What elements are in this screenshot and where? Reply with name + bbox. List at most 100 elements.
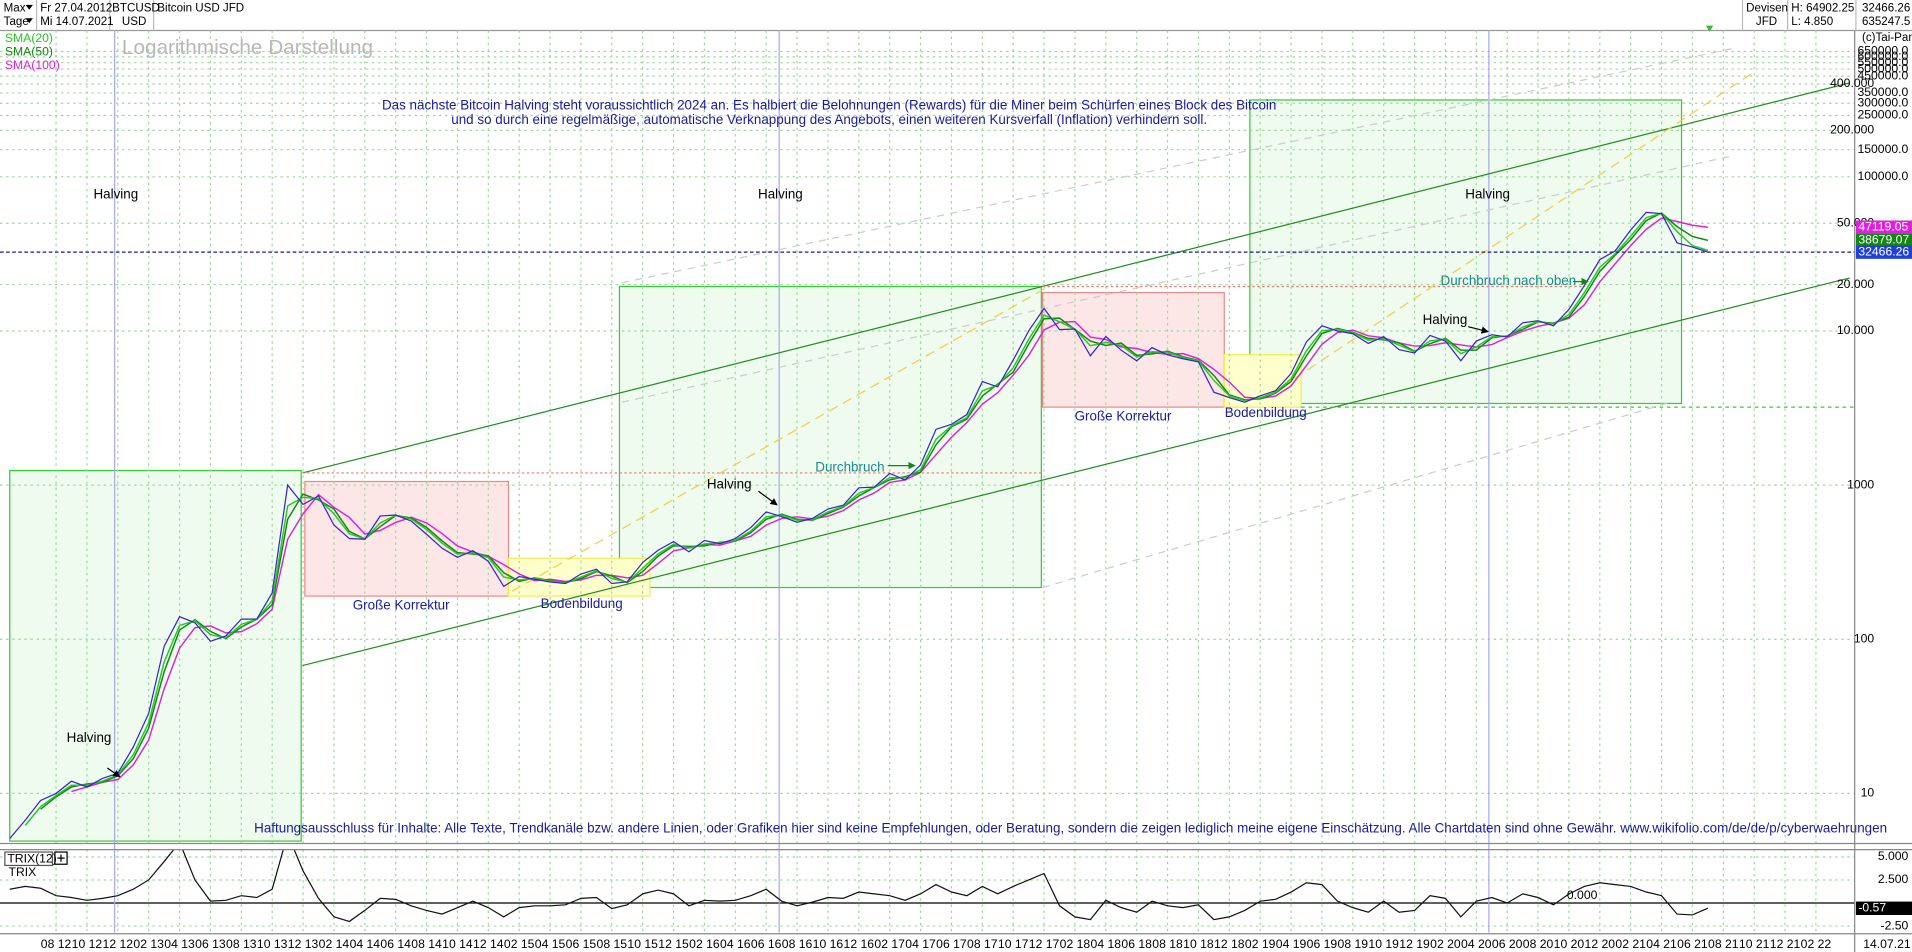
x-tick-label: 10 15 bbox=[627, 937, 658, 951]
last-price: 32466.26 bbox=[1862, 3, 1910, 15]
y-tick-label: 350000.0 bbox=[1857, 85, 1908, 99]
annotation: Bodenbildung bbox=[541, 596, 623, 611]
grey-trend bbox=[621, 48, 1732, 284]
trix-line bbox=[9, 849, 1709, 923]
yellow-trend bbox=[1267, 70, 1757, 397]
grid bbox=[0, 30, 1855, 844]
y-tick-label: 400.000 bbox=[1830, 76, 1874, 90]
trix-tick-label: 5.000 bbox=[1878, 849, 1909, 863]
x-tick-label: 06 17 bbox=[936, 937, 967, 951]
x-tick-label: 08 19 bbox=[1338, 937, 1369, 951]
dropdown-arrow[interactable] bbox=[25, 4, 33, 10]
trix-label: TRIX bbox=[9, 865, 37, 879]
x-tick-label: 10 13 bbox=[257, 937, 288, 951]
value-tag-bg bbox=[1855, 220, 1912, 234]
y-tick-label: 1000 bbox=[1847, 477, 1874, 491]
y-tick-label: 100 bbox=[1854, 631, 1875, 645]
annotation: Große Korrektur bbox=[353, 597, 450, 612]
arrow bbox=[1467, 326, 1489, 334]
x-tick-label: 10 20 bbox=[1554, 937, 1585, 951]
x-tick-label: 02 18 bbox=[1060, 937, 1091, 951]
end-date: Mi 14.07.2021 bbox=[40, 16, 113, 28]
x-tick-label: 10 21 bbox=[1739, 937, 1770, 951]
annotation: Halving bbox=[758, 187, 803, 202]
marker-triangle bbox=[1705, 25, 1714, 32]
x-tick-label: 12 14 bbox=[473, 937, 504, 951]
channel-upper bbox=[302, 82, 1850, 474]
x-tick-label: 10 17 bbox=[998, 937, 1029, 951]
annotation: Bodenbildung bbox=[1225, 405, 1307, 420]
grey-trend bbox=[1042, 401, 1671, 589]
disclaimer: Haftungsausschluss für Inhalte: Alle Tex… bbox=[254, 820, 1887, 835]
y-tick-label: 500000.0 bbox=[1857, 61, 1908, 75]
trix-legend: TRIX(12) bbox=[7, 852, 56, 866]
x-tick-label: 08 17 bbox=[967, 937, 998, 951]
arrow bbox=[106, 767, 121, 778]
value-tag: 38679.07 bbox=[1858, 233, 1909, 247]
y-tick-label: 450000.0 bbox=[1857, 68, 1908, 82]
x-tick-label: 04 18 bbox=[1091, 937, 1122, 951]
interval-dropdown[interactable]: Tage bbox=[4, 16, 29, 28]
x-tick-label: 12 15 bbox=[658, 937, 689, 951]
grey-trend bbox=[621, 155, 1732, 403]
x-tick-label: 04 20 bbox=[1461, 937, 1492, 951]
dropdown-arrow[interactable] bbox=[25, 18, 33, 24]
value-tag: 32466.26 bbox=[1858, 244, 1909, 258]
x-tick-label: 12 17 bbox=[1029, 937, 1060, 951]
x-tick-label: 12 13 bbox=[288, 937, 319, 951]
trix-tick-label: 2.500 bbox=[1878, 872, 1909, 886]
y-tick-label: 600000.0 bbox=[1857, 49, 1908, 63]
x-tick-label: 08 20 bbox=[1523, 937, 1554, 951]
y-tick-label: 200.000 bbox=[1830, 123, 1874, 137]
axis-date: 14.07.21 bbox=[1863, 937, 1911, 951]
value-tag-bg bbox=[1855, 901, 1912, 915]
high: H: 64902.25 bbox=[1791, 3, 1854, 15]
trix-legend-box[interactable] bbox=[4, 851, 54, 867]
annotation: Halving bbox=[67, 730, 112, 745]
copyright: (c)Tai-Pan bbox=[1862, 32, 1912, 44]
x-tick-label: 10 18 bbox=[1183, 937, 1214, 951]
note-line: Das nächste Bitcoin Halving steht voraus… bbox=[382, 98, 1276, 113]
x-tick-label: 04 21 bbox=[1646, 937, 1677, 951]
channel-lower bbox=[302, 277, 1850, 667]
x-tick-label: 12 18 bbox=[1214, 937, 1245, 951]
x-tick-label: 08 14 bbox=[411, 937, 442, 951]
legend-entry: SMA(100) bbox=[5, 58, 60, 72]
annotation: Große Korrektur bbox=[1075, 408, 1172, 423]
sma-line bbox=[71, 217, 1708, 793]
x-tick-label: 08 13 bbox=[226, 937, 257, 951]
x-tick-label: 12 21 bbox=[1770, 937, 1801, 951]
x-tick-label: 12 19 bbox=[1399, 937, 1430, 951]
x-tick-label: 04 13 bbox=[164, 937, 195, 951]
x-tick-label: 04 16 bbox=[720, 937, 751, 951]
x-tick-label: 08 21 bbox=[1708, 937, 1739, 951]
x-tick-label: 08 12 bbox=[41, 937, 72, 951]
x-tick-label: 06 14 bbox=[380, 937, 411, 951]
analysis-boxes bbox=[9, 99, 1683, 842]
plus-icon[interactable] bbox=[57, 854, 65, 862]
x-tick-label: 02 19 bbox=[1245, 937, 1276, 951]
annotation: Halving bbox=[93, 187, 138, 202]
period-dropdown[interactable]: Max bbox=[4, 3, 26, 15]
trix-tick-label: 0.000 bbox=[1567, 888, 1598, 902]
trix-grid bbox=[0, 849, 1855, 933]
x-tick-label: 02 16 bbox=[689, 937, 720, 951]
x-tick-label: 06 15 bbox=[566, 937, 597, 951]
value-tag-bg bbox=[1855, 233, 1912, 248]
axis-date-bg bbox=[1855, 937, 1912, 952]
x-tick-label: 10 14 bbox=[442, 937, 473, 951]
symbol: BTCUSD bbox=[112, 3, 160, 15]
y-tick-label: 300000.0 bbox=[1857, 95, 1908, 109]
labels: 10100100010.00020.00050.000100000.015000… bbox=[5, 31, 1912, 951]
x-tick-label: 02 22 bbox=[1801, 937, 1832, 951]
annotation: Durchbruch bbox=[815, 460, 884, 475]
low: L: 4.850 bbox=[1791, 16, 1833, 28]
value-tag: 47119.05 bbox=[1858, 219, 1908, 233]
annotation: Halving bbox=[1465, 187, 1510, 202]
x-tick-label: 06 21 bbox=[1677, 937, 1708, 951]
subtitle: Logarithmische Darstellung bbox=[122, 36, 373, 59]
x-tick-label: 02 17 bbox=[874, 937, 905, 951]
